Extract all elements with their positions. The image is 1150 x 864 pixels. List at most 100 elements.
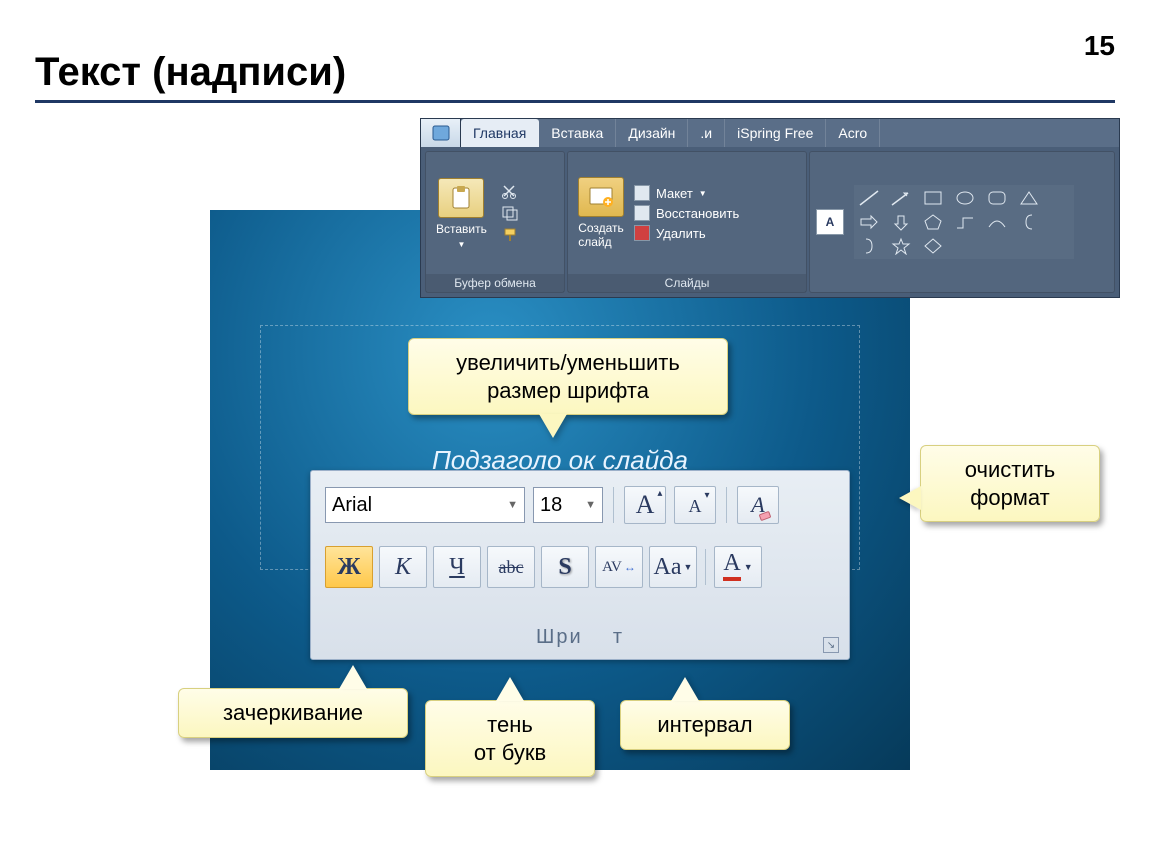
layout-label: Макет	[656, 186, 693, 201]
group-shapes: A	[809, 151, 1115, 293]
separator	[705, 549, 706, 585]
shape-brace-left-icon	[1018, 213, 1040, 231]
char-spacing-button[interactable]: AV ↔	[595, 546, 643, 588]
font-size-combo[interactable]: 18 ▼	[533, 487, 603, 523]
tab-insert[interactable]: Вставка	[539, 119, 616, 147]
font-toolbar-row2: Ж К Ч abc S AV ↔ Aa▼ A▼	[325, 545, 835, 589]
callout-strike-text: зачеркивание	[223, 700, 363, 725]
dropdown-arrow-icon: ▼	[585, 499, 596, 511]
page-number: 15	[1084, 30, 1115, 62]
grow-font-button[interactable]: A▴	[624, 486, 666, 524]
paste-button[interactable]: Вставить ▼	[430, 174, 493, 253]
shape-line-icon	[858, 189, 880, 207]
reset-menu[interactable]: Восстановить	[634, 205, 739, 221]
page-title: Текст (надписи)	[35, 50, 346, 95]
new-slide-icon	[578, 177, 624, 217]
callout-text-shadow: тень от букв	[425, 700, 595, 777]
group-slides: Создать слайд Макет▼ Восстановить Удалит…	[567, 151, 807, 293]
layout-icon	[634, 185, 650, 201]
new-slide-label: Создать слайд	[578, 221, 624, 249]
clear-format-button[interactable]: A	[737, 486, 779, 524]
shape-star-icon	[890, 237, 912, 255]
shape-rect-icon	[922, 189, 944, 207]
slides-group-label: Слайды	[568, 274, 806, 292]
tab-acrobat[interactable]: Acro	[826, 119, 880, 147]
italic-button[interactable]: К	[379, 546, 427, 588]
change-case-button[interactable]: Aa▼	[649, 546, 697, 588]
shrink-font-button[interactable]: A▾	[674, 486, 716, 524]
ribbon-body: Вставить ▼ Буфер обмена Создать слайд	[421, 147, 1119, 297]
bold-button[interactable]: Ж	[325, 546, 373, 588]
font-color-button[interactable]: A▼	[714, 546, 762, 588]
strikethrough-button[interactable]: abc	[487, 546, 535, 588]
callout-tail-icon	[899, 486, 921, 510]
font-name-combo[interactable]: Arial ▼	[325, 487, 525, 523]
callout-clear-text: очистить формат	[965, 457, 1055, 510]
reset-label: Восстановить	[656, 206, 739, 221]
callout-tail-icon	[671, 677, 699, 701]
shape-pentagon-icon	[922, 213, 944, 231]
callout-interval-text: интервал	[657, 712, 752, 737]
font-size-value: 18	[540, 494, 562, 517]
shapes-gallery[interactable]	[854, 185, 1074, 259]
change-case-letters: Aa	[654, 554, 682, 581]
font-group-label: Шри т	[325, 626, 835, 653]
double-arrow-icon: ↔	[624, 560, 636, 575]
font-toolbar-row1: Arial ▼ 18 ▼ A▴ A▾ A	[325, 483, 835, 527]
paste-icon	[438, 178, 484, 218]
separator	[613, 487, 614, 523]
shape-roundrect-icon	[986, 189, 1008, 207]
dropdown-arrow-icon: ▼	[744, 562, 753, 572]
office-button[interactable]	[421, 119, 461, 147]
callout-font-size-text: увеличить/уменьшить размер шрифта	[456, 350, 680, 403]
callout-clear-format: очистить формат	[920, 445, 1100, 522]
tab-trimmed[interactable]: .и	[688, 119, 725, 147]
clipboard-group-label: Буфер обмена	[426, 274, 564, 292]
dialog-launcher-button[interactable]: ↘	[823, 637, 839, 653]
shape-curve-icon	[986, 213, 1008, 231]
shape-arrow-right-icon	[858, 213, 880, 231]
tab-ispring[interactable]: iSpring Free	[725, 119, 826, 147]
shape-connector-icon	[954, 213, 976, 231]
clipboard-mini-buttons	[497, 179, 525, 247]
font-toolbar: Arial ▼ 18 ▼ A▴ A▾ A Ж К Ч abc S AV ↔	[310, 470, 850, 660]
ribbon: Главная Вставка Дизайн .и iSpring Free A…	[420, 118, 1120, 298]
char-spacing-letters: AV	[602, 559, 622, 576]
shape-ellipse-icon	[954, 189, 976, 207]
underline-button[interactable]: Ч	[433, 546, 481, 588]
format-painter-icon[interactable]	[501, 227, 521, 243]
shrink-font-letter: A	[689, 496, 702, 516]
eraser-icon	[759, 507, 773, 521]
tab-design[interactable]: Дизайн	[616, 119, 688, 147]
delete-icon	[634, 225, 650, 241]
shape-arrow-icon	[890, 189, 912, 207]
shape-brace-right-icon	[858, 237, 880, 255]
font-color-letter: A	[723, 553, 740, 581]
callout-tail-icon	[496, 677, 524, 701]
tab-home[interactable]: Главная	[461, 119, 539, 147]
delete-menu[interactable]: Удалить	[634, 225, 739, 241]
title-rule	[35, 100, 1115, 103]
paste-label: Вставить	[436, 222, 487, 236]
callout-tail-icon	[339, 665, 367, 689]
copy-icon[interactable]	[501, 205, 521, 221]
dropdown-arrow-icon: ▼	[684, 562, 693, 572]
shape-diamond-icon	[922, 237, 944, 255]
reset-icon	[634, 205, 650, 221]
dropdown-arrow-icon: ▼	[507, 499, 518, 511]
text-shadow-button[interactable]: S	[541, 546, 589, 588]
textbox-button[interactable]: A	[816, 209, 844, 235]
ribbon-tabs: Главная Вставка Дизайн .и iSpring Free A…	[421, 119, 1119, 147]
callout-font-size: увеличить/уменьшить размер шрифта	[408, 338, 728, 415]
callout-char-spacing: интервал	[620, 700, 790, 750]
callout-tail-icon	[539, 414, 567, 438]
group-clipboard: Вставить ▼ Буфер обмена	[425, 151, 565, 293]
grow-font-letter: A	[636, 490, 655, 519]
cut-icon[interactable]	[501, 183, 521, 199]
caret-down-icon: ▾	[704, 490, 709, 501]
font-name-value: Arial	[332, 494, 372, 517]
new-slide-button[interactable]: Создать слайд	[572, 173, 630, 253]
callout-strikethrough: зачеркивание	[178, 688, 408, 738]
layout-menu[interactable]: Макет▼	[634, 185, 739, 201]
shape-arrow-down-icon	[890, 213, 912, 231]
